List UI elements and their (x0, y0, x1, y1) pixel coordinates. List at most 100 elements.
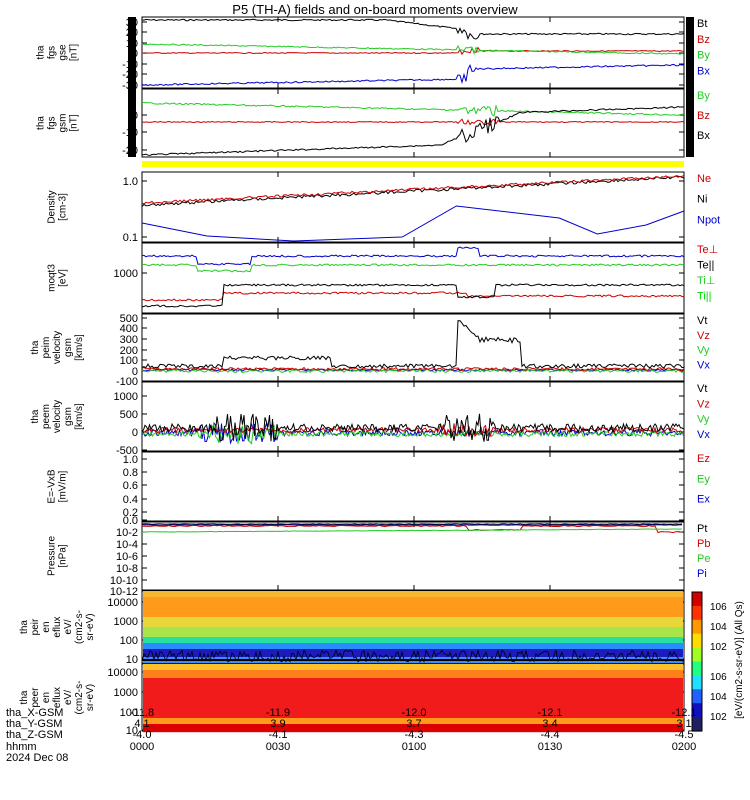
time-tick: 0000 (129, 740, 155, 753)
y-axis-label-line: [nPa] (58, 544, 69, 568)
y-gsm-value: 3.7 (406, 718, 422, 731)
spectrogram-band (143, 593, 683, 596)
legend-label: Vx (697, 429, 710, 441)
colorbar-segment (692, 675, 702, 690)
colorbar-tick-label: 102 (710, 642, 727, 653)
spectrogram-band (143, 686, 683, 689)
colorbar-segment (692, 605, 702, 621)
legend-label: Ni (697, 194, 707, 206)
y-tick-label: 10-2 (116, 527, 138, 539)
spectrogram-band (143, 730, 683, 733)
y-axis-label-line: gsm (63, 338, 74, 357)
spectrogram-band (143, 722, 683, 725)
spectrogram-band (143, 613, 683, 616)
colorbar-segment (692, 703, 702, 718)
x-column: -12.1 3.4 -4.4 0130 (520, 707, 580, 753)
spectrogram-band (143, 708, 683, 711)
x-column: -11.9 3.9 -4.1 0030 (248, 707, 308, 753)
y-tick-label: 10000 (107, 667, 138, 679)
legend-label: Vz (697, 398, 710, 410)
y-axis-label-line: Density (47, 190, 58, 223)
legend-label: Vt (697, 315, 707, 327)
y-tick-label: 0 (132, 48, 138, 60)
x-column: -11.8 4.1 -4.0 0000 (112, 707, 172, 753)
series-peim-vz (141, 366, 685, 372)
spectrogram-band (143, 605, 683, 608)
y-axis-label-line: tha (19, 620, 30, 634)
y-axis-label-line: peim (41, 337, 52, 359)
y-tick-label: 1.0 (123, 454, 138, 466)
y-tick-label: -10 (122, 59, 138, 71)
spectrogram-band (143, 700, 683, 703)
spectrogram-band (143, 692, 683, 695)
panel-frame-fgs-gsm (141, 88, 685, 158)
y-axis-label-line: tha (30, 409, 41, 423)
spectrogram-band (143, 666, 683, 669)
spectrogram-band (143, 716, 683, 719)
legend-label: Vz (697, 330, 710, 342)
legend-label: Pe (697, 553, 710, 565)
spectrogram-band (143, 706, 683, 709)
y-axis-label-line: sr-eV) (85, 684, 96, 711)
series-npot (141, 205, 685, 242)
y-axis-label-line: [mV/m] (58, 470, 69, 502)
y-axis-label-line: [nT] (69, 44, 80, 61)
spectrogram-band (143, 688, 683, 691)
spectrogram-band (143, 595, 683, 598)
legend-label: Ey (697, 473, 710, 485)
y-tick-label: 10-10 (110, 575, 138, 587)
spectrogram-band (143, 633, 683, 636)
y-tick-label: 10 (126, 654, 138, 666)
spectrogram-band (143, 609, 683, 612)
legend-label: Pt (697, 523, 707, 535)
spectrogram-band (143, 676, 683, 679)
left-flag-strip (128, 17, 136, 157)
spectrogram-band (143, 698, 683, 701)
spectrogram-band (143, 629, 683, 632)
series-te-perp (141, 291, 685, 302)
spectrogram-band (143, 712, 683, 715)
y-tick-label: 20 (126, 27, 138, 39)
y-tick-label: 200 (120, 345, 138, 357)
y-tick-label: -20 (122, 145, 138, 157)
legend-label: By (697, 50, 710, 62)
y-axis-label-line: (cm2-s- (74, 681, 85, 715)
y-axis-label-line: fgs (47, 116, 58, 129)
y-tick-label: 100 (120, 355, 138, 367)
y-tick-label: 0 (132, 427, 138, 439)
y-axis-label-line: eV/ (63, 690, 74, 705)
x-gsm-value: -11.8 (129, 707, 155, 719)
y-tick-label: 1000 (114, 391, 138, 403)
spectrogram-band (143, 710, 683, 713)
y-axis-label-line: [eV] (58, 269, 69, 287)
spectrogram-band (143, 661, 683, 664)
peir-noise-trace (141, 648, 685, 664)
legend-label: Ez (697, 453, 710, 465)
legend-label: Ti⊥ (697, 275, 715, 287)
legend-label: Bx (697, 130, 710, 142)
spectrogram-band (143, 690, 683, 693)
spectrogram-band (143, 702, 683, 705)
legend-label: Ti|| (697, 291, 711, 303)
y-axis-label-line: eflux (52, 616, 63, 637)
time-tick: 0130 (537, 740, 563, 753)
y-gsm-value: 4.1 (134, 718, 150, 731)
colorbar-segment (692, 689, 702, 704)
spectrogram-band (143, 664, 683, 667)
y-tick-label: 100 (120, 707, 138, 719)
spectrogram-band (143, 678, 683, 681)
series-peim-vt (141, 320, 684, 369)
y-axis-label-line: (cm2-s- (74, 610, 85, 644)
y-axis-label-line: velocity (52, 400, 63, 433)
x-column: -12.0 3.7 -4.3 0100 (384, 707, 444, 753)
panel-frame-pressure (141, 521, 685, 591)
y-tick-label: -20 (122, 69, 138, 81)
y-tick-label: 10 (126, 725, 138, 737)
spectrogram-band (143, 668, 683, 671)
legend-label: Bt (697, 18, 707, 30)
y-tick-label: 30 (126, 17, 138, 29)
series-te-par (141, 283, 685, 308)
legend-label: Pi (697, 568, 707, 580)
legend-label: Pb (697, 538, 710, 550)
